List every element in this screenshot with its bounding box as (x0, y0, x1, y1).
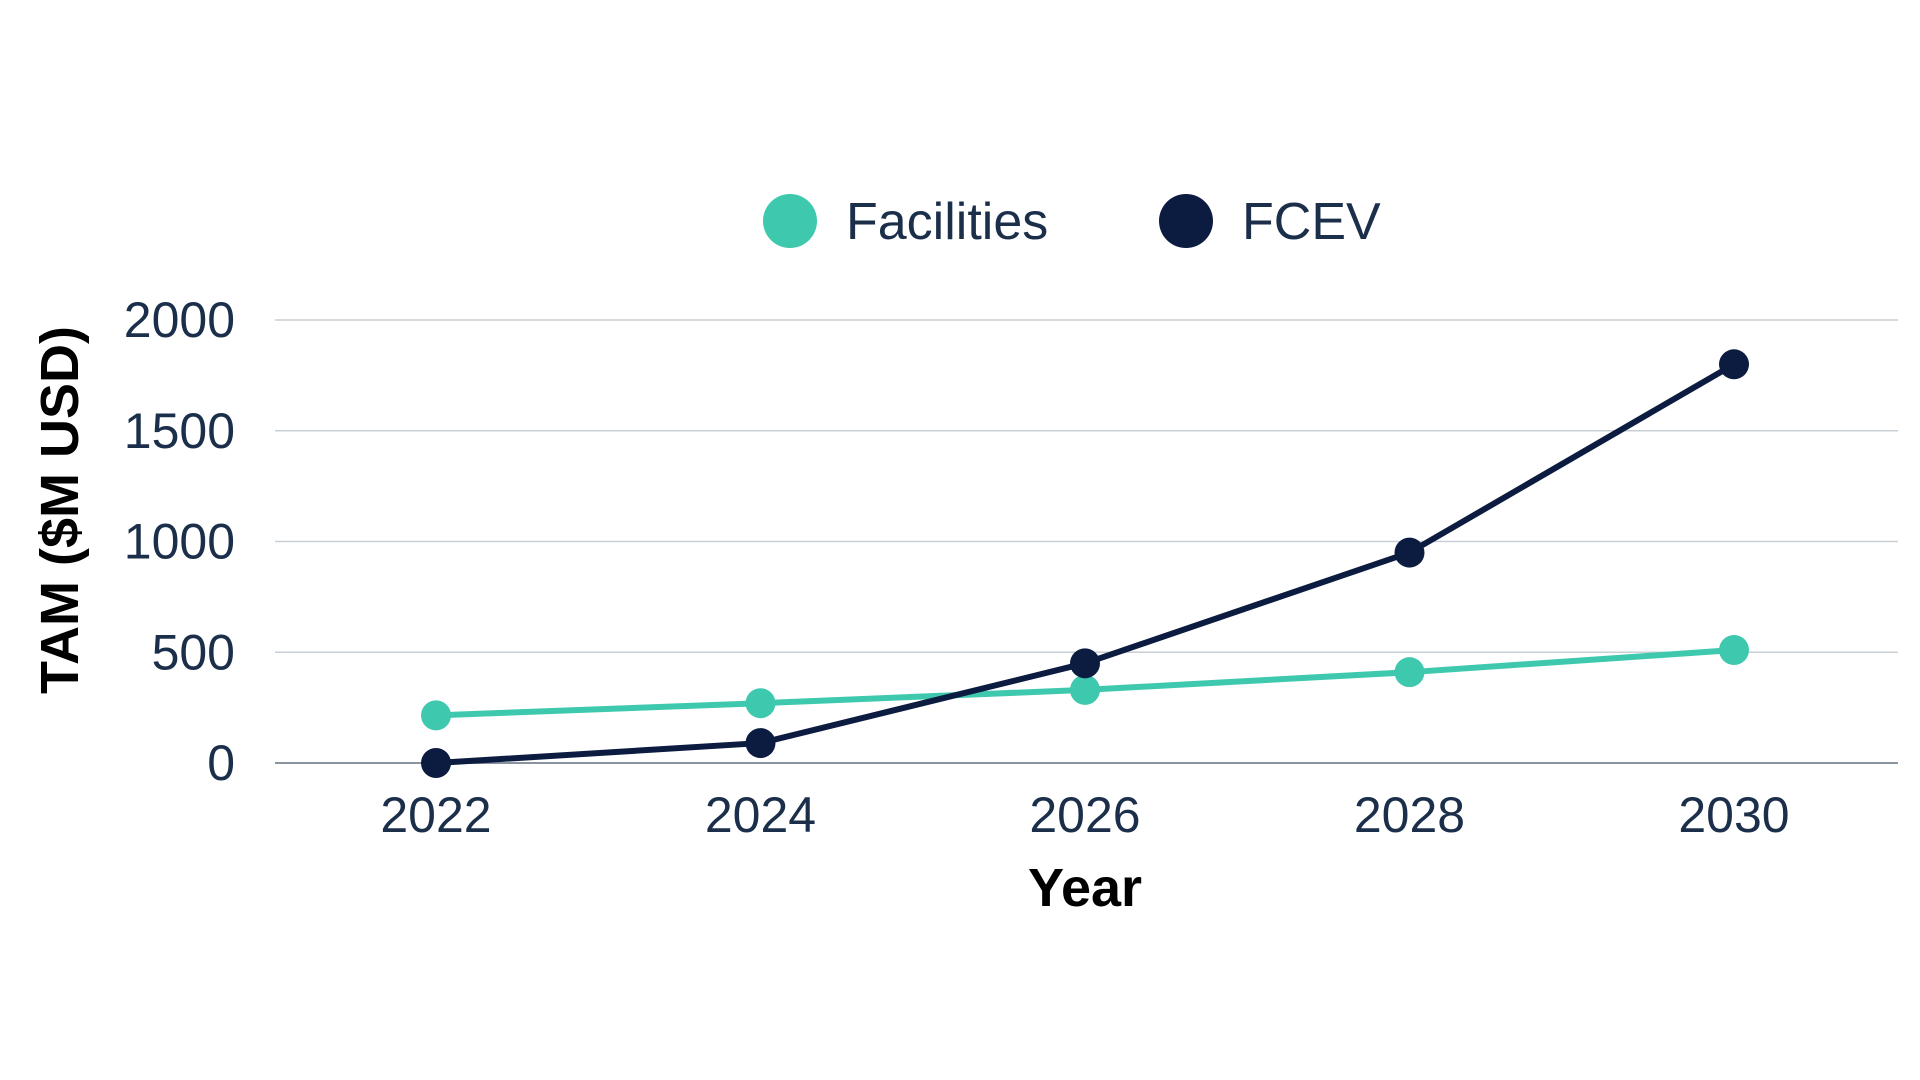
x-tick-label: 2030 (1678, 787, 1789, 843)
series-lines (421, 349, 1749, 778)
data-point (1394, 537, 1425, 568)
data-point (1719, 349, 1749, 380)
legend-marker (1159, 194, 1213, 248)
y-tick-label: 1000 (124, 514, 235, 570)
x-axis-title: Year (1028, 858, 1142, 918)
legend-item: FCEV (1159, 193, 1381, 251)
gridlines (275, 319, 1898, 764)
x-tick-label: 2028 (1354, 787, 1465, 843)
legend-marker (763, 194, 817, 248)
x-tick-label: 2026 (1029, 787, 1140, 843)
legend-label: Facilities (846, 193, 1048, 251)
data-point (745, 688, 776, 719)
data-point (1394, 657, 1425, 688)
series-fcev (421, 349, 1749, 778)
y-tick-label: 0 (207, 735, 235, 791)
series-facilities (421, 635, 1749, 731)
y-tick-label: 1500 (124, 403, 235, 459)
data-point (421, 700, 451, 731)
x-axis-ticks: 2022 2024 2026 2028 2030 (380, 787, 1789, 843)
legend-item: Facilities (763, 193, 1048, 251)
legend: Facilities FCEV (763, 193, 1381, 251)
data-point (745, 728, 776, 759)
data-point (1070, 648, 1100, 679)
y-tick-label: 2000 (124, 292, 235, 348)
x-tick-label: 2024 (705, 787, 816, 843)
legend-label: FCEV (1242, 193, 1381, 251)
y-axis-title: TAM ($M USD) (30, 326, 90, 694)
data-point (421, 748, 451, 778)
data-point (1070, 674, 1100, 705)
data-point (1719, 635, 1749, 666)
y-tick-label: 500 (152, 624, 235, 680)
y-axis-ticks: 0 500 1000 1500 2000 (124, 292, 235, 791)
x-tick-label: 2022 (380, 787, 491, 843)
